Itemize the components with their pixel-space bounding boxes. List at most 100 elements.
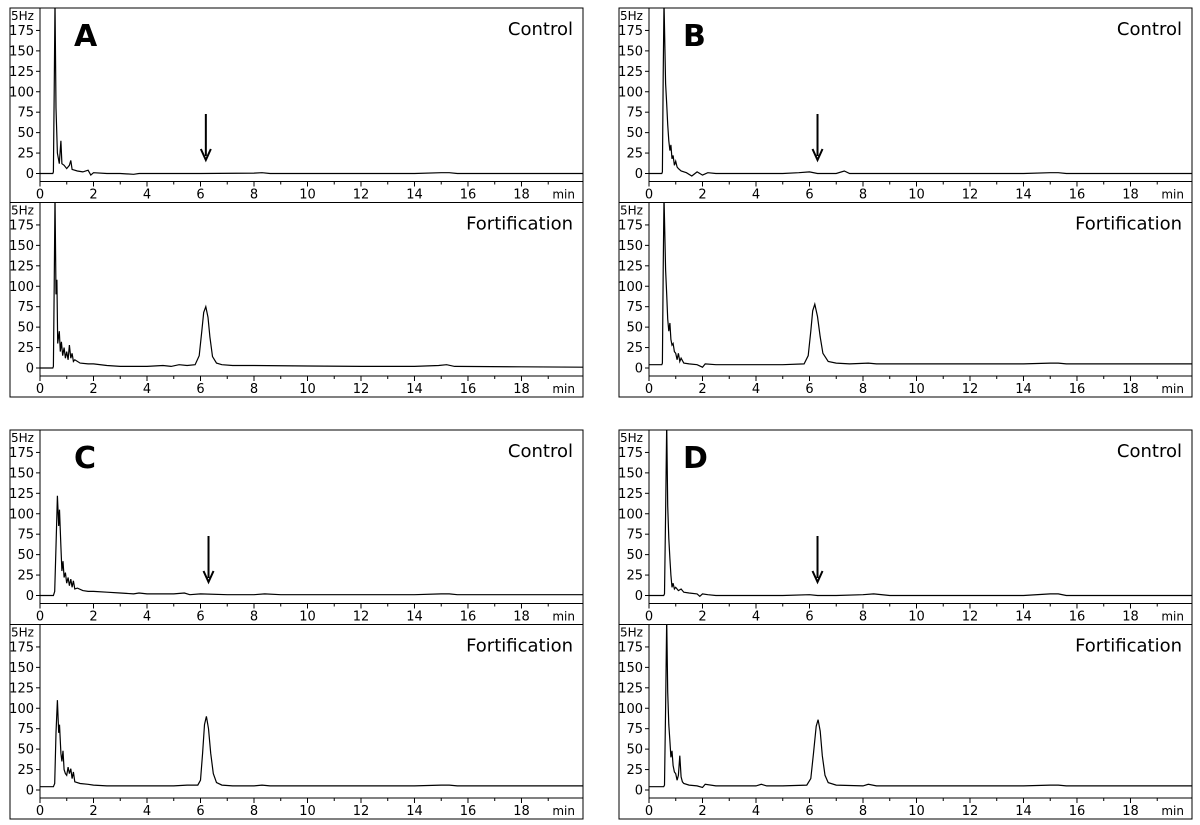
- y-tick-label: 50: [17, 126, 34, 141]
- x-tick-label: 16: [1069, 188, 1086, 203]
- x-tick-label: 8: [250, 188, 258, 203]
- y-tick-label: 175: [9, 446, 34, 461]
- chromatogram-trace: [40, 8, 583, 177]
- x-tick-label: 6: [196, 610, 204, 625]
- x-tick-label: 12: [962, 610, 979, 625]
- x-tick-label: 16: [1069, 804, 1086, 819]
- x-tick-label: 6: [805, 804, 813, 819]
- y-tick-label: 100: [9, 702, 34, 717]
- y-tick-label: 75: [17, 722, 34, 737]
- x-tick-label: 18: [1122, 610, 1139, 625]
- y-tick-label: 125: [618, 65, 643, 80]
- x-tick-label: 0: [36, 610, 44, 625]
- sample-label: Fortification: [1075, 636, 1182, 657]
- x-tick-label: 8: [859, 188, 867, 203]
- y-tick-label: 175: [618, 640, 643, 655]
- x-tick-label: 0: [36, 188, 44, 203]
- x-tick-label: 2: [89, 188, 97, 203]
- x-tick-label: 2: [698, 188, 706, 203]
- chromatogram-trace: [649, 202, 1192, 368]
- x-unit-label: min: [1161, 382, 1184, 396]
- x-tick-label: 4: [143, 610, 151, 625]
- x-tick-label: 4: [752, 804, 760, 819]
- x-tick-label: 14: [406, 382, 423, 397]
- y-tick-label: 175: [618, 446, 643, 461]
- x-unit-label: min: [1161, 188, 1184, 202]
- x-tick-label: 14: [406, 804, 423, 819]
- x-tick-label: 8: [250, 382, 258, 397]
- x-unit-label: min: [552, 188, 575, 202]
- x-tick-label: 8: [859, 610, 867, 625]
- x-tick-label: 16: [1069, 610, 1086, 625]
- panel-letter: C: [74, 441, 96, 476]
- y-tick-label: 100: [9, 507, 34, 522]
- sample-label: Control: [1117, 441, 1182, 462]
- x-tick-label: 10: [908, 804, 925, 819]
- y-tick-label: 50: [626, 743, 643, 758]
- y-tick-label: 0: [26, 362, 34, 377]
- y-tick-label: 25: [626, 569, 643, 584]
- x-tick-label: 10: [908, 610, 925, 625]
- x-unit-label: min: [552, 804, 575, 818]
- y-tick-label: 125: [9, 259, 34, 274]
- y-tick-label: 150: [9, 661, 34, 676]
- chromatogram-trace: [40, 202, 583, 369]
- y-tick-label: 0: [635, 589, 643, 604]
- x-tick-label: 0: [36, 382, 44, 397]
- y-tick-label: 125: [618, 259, 643, 274]
- x-tick-label: 14: [1015, 188, 1032, 203]
- y-unit-label: 5Hz: [11, 431, 34, 445]
- x-unit-label: min: [1161, 804, 1184, 818]
- x-tick-label: 6: [196, 382, 204, 397]
- x-tick-label: 14: [1015, 610, 1032, 625]
- y-tick-label: 50: [626, 126, 643, 141]
- sample-label: Control: [1117, 19, 1182, 40]
- chromatogram-trace: [649, 624, 1192, 789]
- y-tick-label: 50: [626, 321, 643, 336]
- sample-label: Control: [508, 441, 573, 462]
- x-tick-label: 4: [752, 610, 760, 625]
- x-tick-label: 14: [406, 610, 423, 625]
- y-tick-label: 150: [618, 44, 643, 59]
- x-tick-label: 4: [143, 804, 151, 819]
- x-tick-label: 4: [752, 382, 760, 397]
- sample-label: Fortification: [466, 214, 573, 235]
- x-tick-label: 12: [962, 188, 979, 203]
- y-tick-label: 175: [9, 24, 34, 39]
- x-tick-label: 10: [299, 188, 316, 203]
- x-tick-label: 14: [406, 188, 423, 203]
- x-tick-label: 14: [1015, 382, 1032, 397]
- sample-label: Control: [508, 19, 573, 40]
- y-unit-label: 5Hz: [620, 626, 643, 640]
- y-tick-label: 100: [9, 280, 34, 295]
- x-tick-label: 6: [196, 804, 204, 819]
- x-tick-label: 12: [962, 804, 979, 819]
- y-tick-label: 25: [626, 763, 643, 778]
- y-tick-label: 0: [26, 589, 34, 604]
- x-tick-label: 6: [805, 188, 813, 203]
- x-tick-label: 0: [36, 804, 44, 819]
- x-tick-label: 16: [460, 610, 477, 625]
- x-tick-label: 12: [353, 188, 370, 203]
- x-tick-label: 12: [962, 382, 979, 397]
- x-tick-label: 0: [645, 610, 653, 625]
- y-unit-label: 5Hz: [11, 9, 34, 23]
- retention-arrow: [199, 114, 212, 163]
- x-tick-label: 4: [752, 188, 760, 203]
- y-tick-label: 75: [17, 300, 34, 315]
- x-unit-label: min: [552, 610, 575, 624]
- x-tick-label: 8: [859, 804, 867, 819]
- x-tick-label: 8: [250, 610, 258, 625]
- y-unit-label: 5Hz: [620, 9, 643, 23]
- y-tick-label: 25: [17, 763, 34, 778]
- y-tick-label: 75: [17, 528, 34, 543]
- x-tick-label: 12: [353, 804, 370, 819]
- y-tick-label: 150: [618, 239, 643, 254]
- y-tick-label: 0: [635, 167, 643, 182]
